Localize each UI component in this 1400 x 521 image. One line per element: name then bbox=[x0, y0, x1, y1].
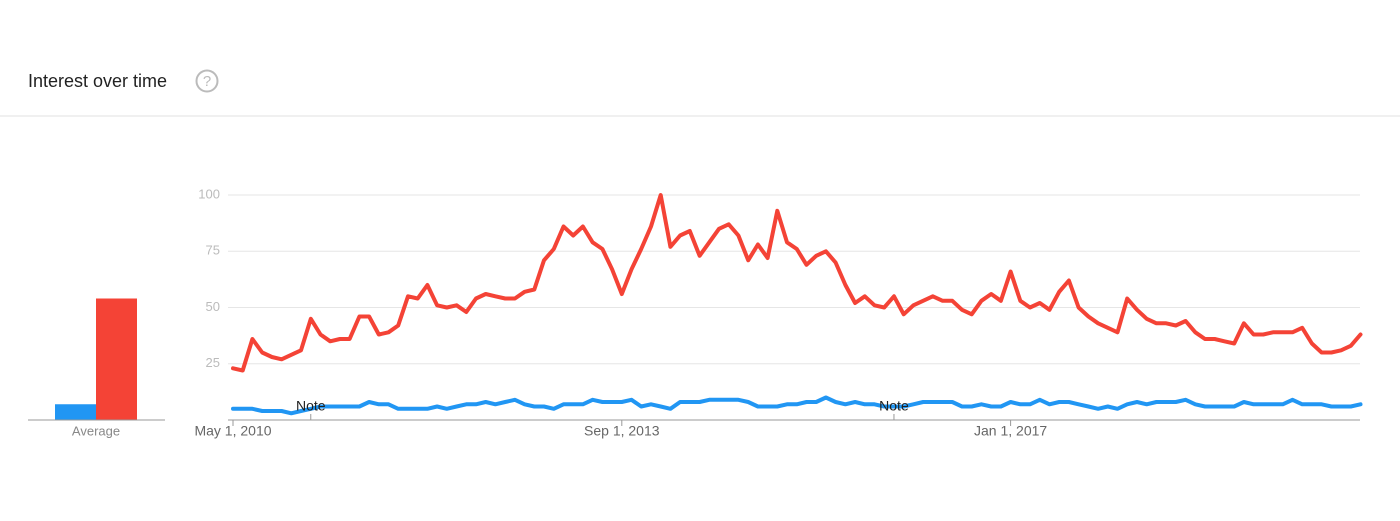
card-title: Interest over time bbox=[28, 71, 167, 91]
annotation-label: Note bbox=[296, 398, 326, 414]
series-line bbox=[231, 395, 1363, 416]
series-line bbox=[231, 193, 1363, 373]
y-tick-label: 100 bbox=[198, 186, 220, 201]
average-bar bbox=[55, 404, 96, 420]
help-icon-glyph[interactable]: ? bbox=[203, 73, 211, 90]
y-tick-label: 75 bbox=[206, 243, 220, 258]
y-tick-label: 25 bbox=[206, 355, 220, 370]
average-bar bbox=[96, 298, 137, 420]
average-label: Average bbox=[72, 423, 120, 438]
x-tick-label: Sep 1, 2013 bbox=[584, 423, 660, 439]
annotation-label: Note bbox=[879, 398, 909, 414]
x-tick-label: Jan 1, 2017 bbox=[974, 423, 1047, 439]
x-tick-label: May 1, 2010 bbox=[194, 423, 271, 439]
y-tick-label: 50 bbox=[206, 299, 220, 314]
help-icon[interactable] bbox=[195, 69, 219, 93]
